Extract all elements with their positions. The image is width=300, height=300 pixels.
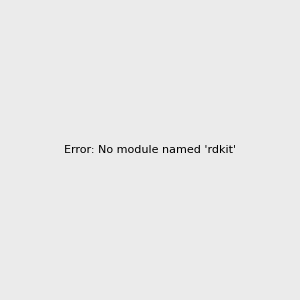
Text: Error: No module named 'rdkit': Error: No module named 'rdkit' bbox=[64, 145, 236, 155]
